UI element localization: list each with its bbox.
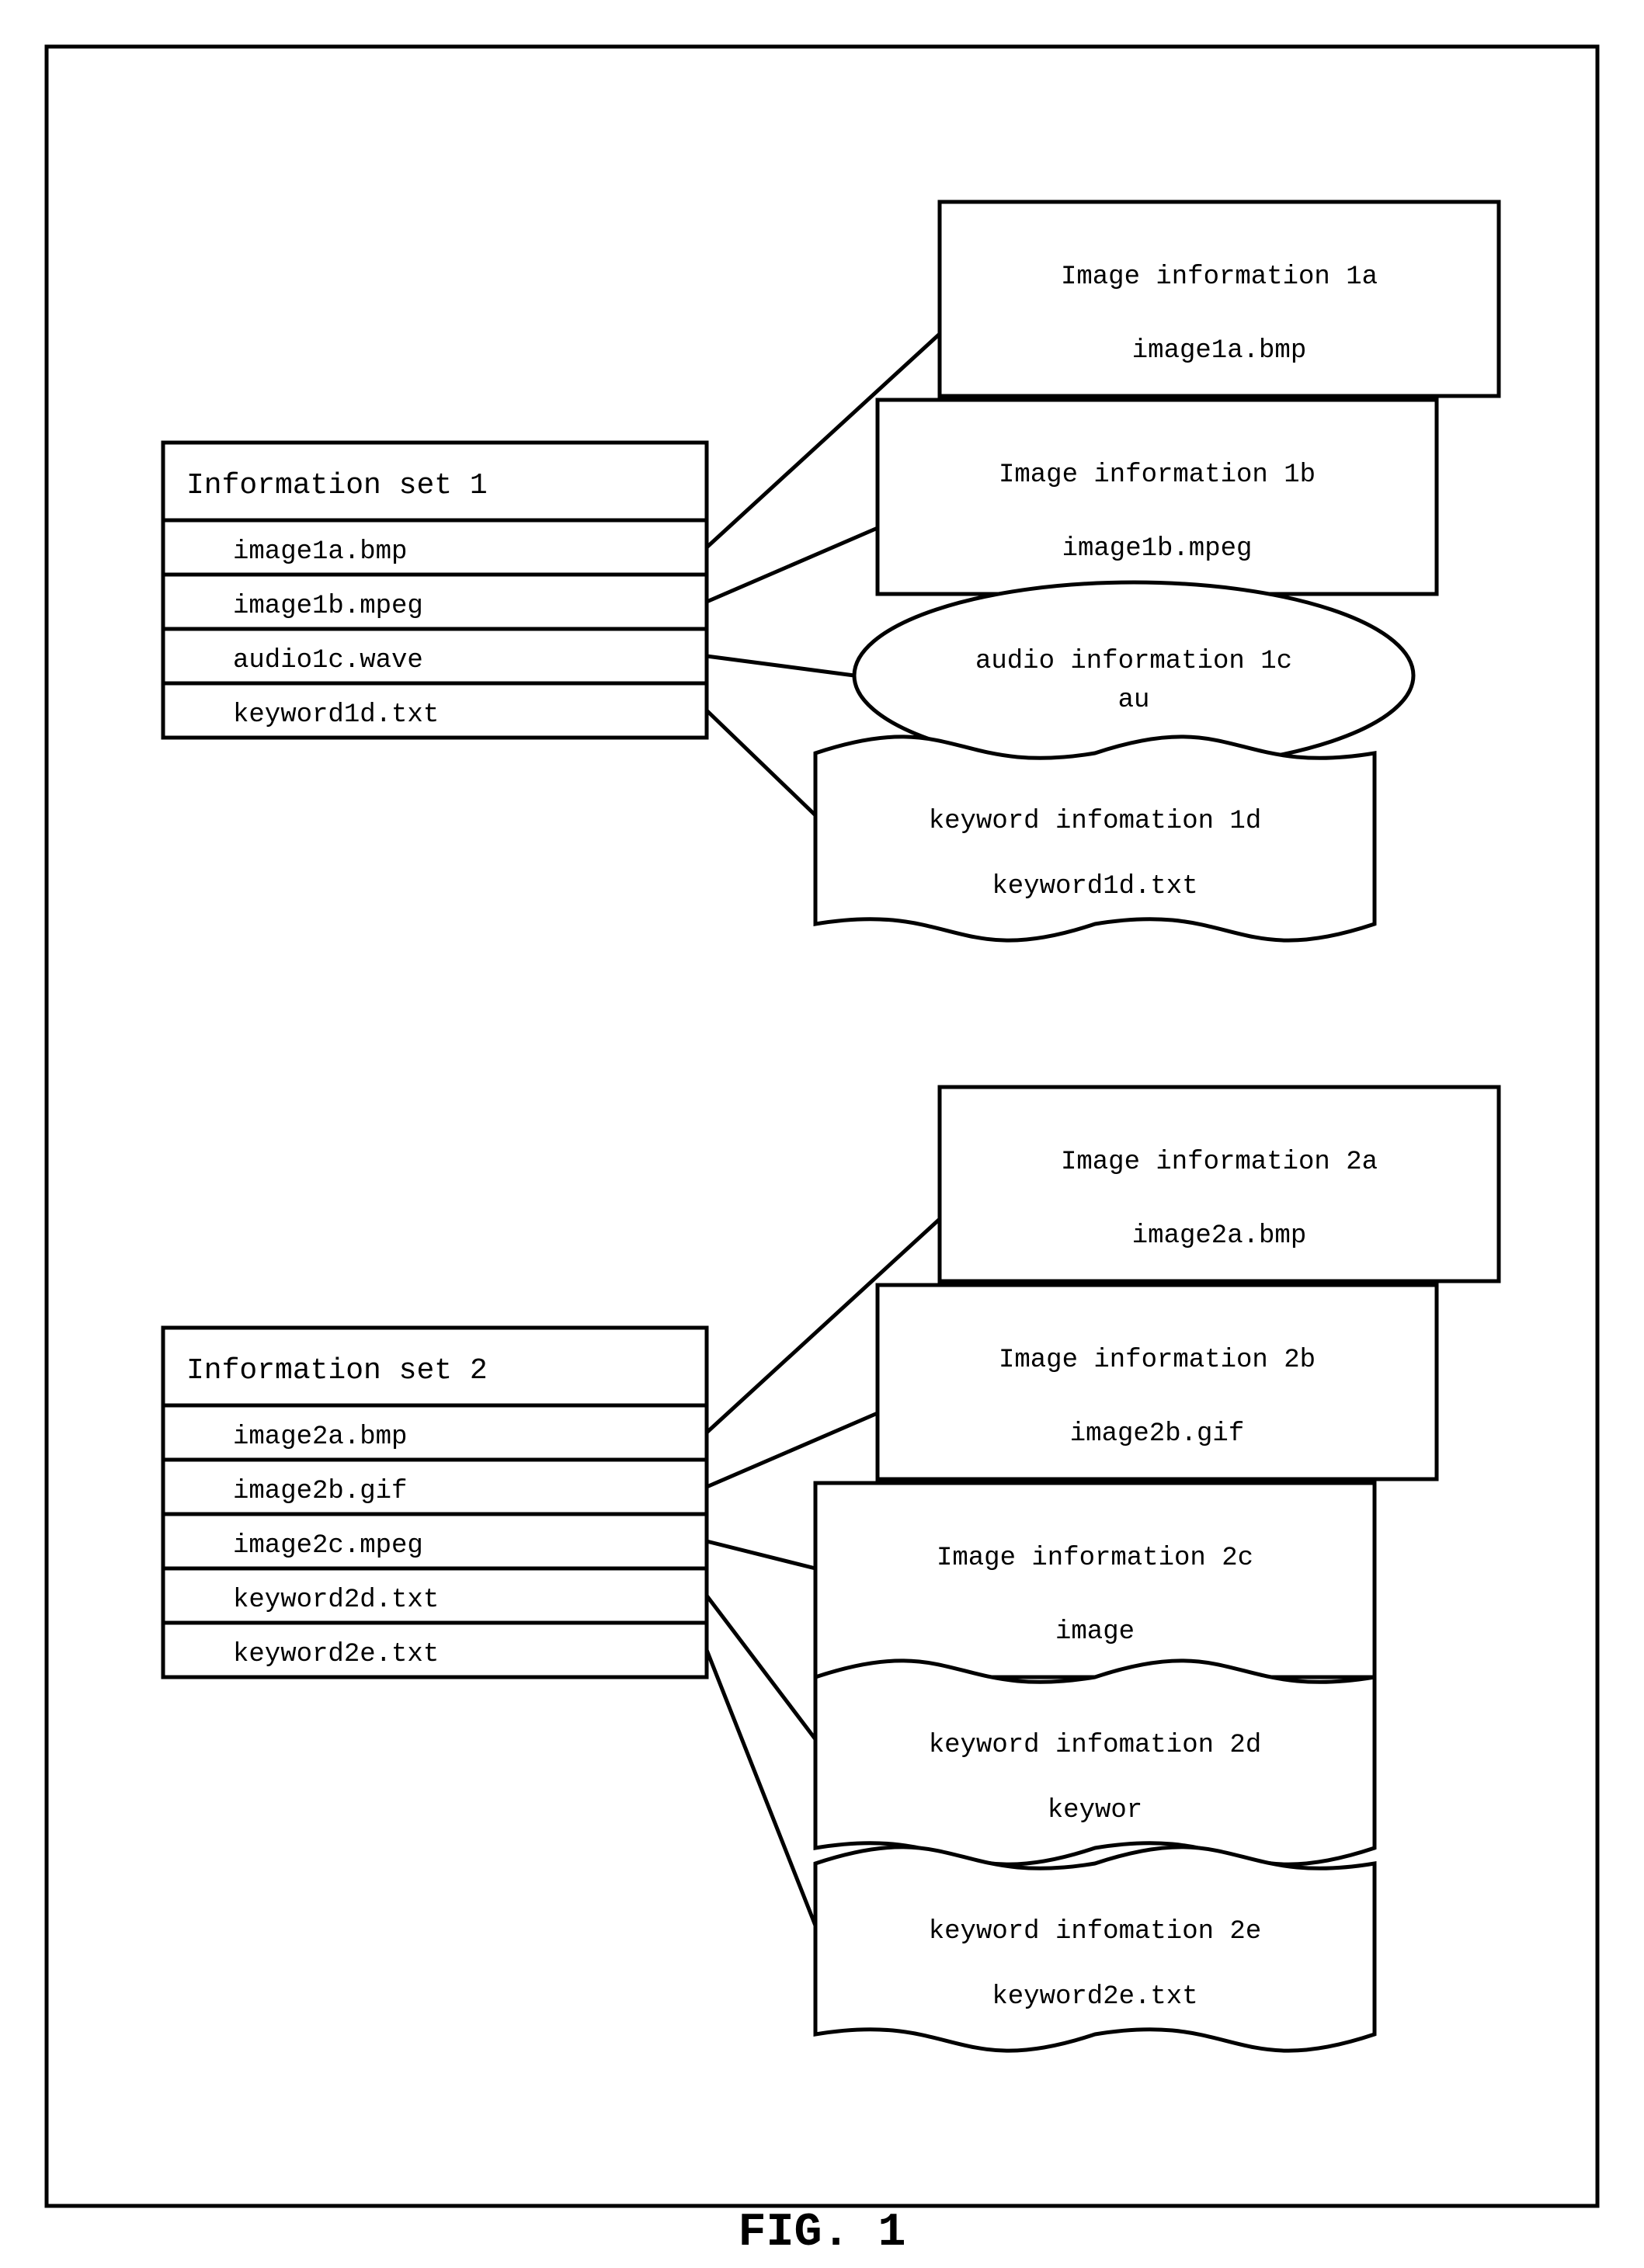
svg-text:keyword infomation 1d: keyword infomation 1d (929, 807, 1261, 836)
info-set-2-row: image2b.gif (233, 1477, 407, 1506)
svg-text:Image information 2c: Image information 2c (937, 1544, 1253, 1573)
set2-target-4: keyword infomation 2e keyword2e.txt (815, 1847, 1375, 2051)
info-set-2-row: keyword2d.txt (233, 1586, 439, 1615)
svg-text:keyword infomation 2e: keyword infomation 2e (929, 1917, 1261, 1947)
set2-target-0: Image information 2a image2a.bmp (940, 1087, 1499, 1281)
svg-text:Image information 1a: Image information 1a (1061, 262, 1378, 292)
svg-text:keyword2e.txt: keyword2e.txt (992, 1982, 1197, 2012)
svg-text:image2b.gif: image2b.gif (1070, 1419, 1244, 1449)
svg-text:Image information 2b: Image information 2b (999, 1346, 1316, 1375)
set1-target-0: Image information 1a image1a.bmp (940, 202, 1499, 396)
svg-text:image1b.mpeg: image1b.mpeg (1062, 534, 1253, 564)
info-set-2-row: image2c.mpeg (233, 1531, 423, 1561)
svg-text:image: image (1055, 1617, 1135, 1647)
info-set-2-title: Information set 2 (186, 1354, 488, 1388)
set2-target-2: Image information 2c image (815, 1483, 1375, 1677)
set2-edge (707, 1413, 878, 1487)
set2-target-3: keyword infomation 2d keywor (815, 1661, 1375, 1864)
svg-text:image1a.bmp: image1a.bmp (1132, 336, 1306, 366)
svg-text:keywor: keywor (1048, 1796, 1142, 1825)
set2-edge (707, 1541, 815, 1568)
set1-edge (707, 528, 878, 602)
set2-edge (707, 1596, 815, 1739)
svg-text:image2a.bmp: image2a.bmp (1132, 1221, 1306, 1251)
figure-label: FIG. 1 (738, 2207, 905, 2259)
svg-text:Image information 2a: Image information 2a (1061, 1148, 1378, 1177)
set2-edge (707, 1650, 815, 1926)
info-set-1: Information set 1 image1a.bmp image1b.mpeg… (163, 443, 707, 738)
svg-text:audio information 1c: audio information 1c (975, 647, 1292, 676)
set1-edge (707, 656, 854, 676)
info-set-1-row: keyword1d.txt (233, 700, 439, 730)
set2-target-1: Image information 2b image2b.gif (878, 1285, 1437, 1479)
info-set-1-row: audio1c.wave (233, 646, 423, 676)
info-set-1-row: image1b.mpeg (233, 592, 423, 621)
svg-text:keyword1d.txt: keyword1d.txt (992, 872, 1197, 901)
svg-text:au: au (1118, 686, 1150, 715)
info-set-2-row: image2a.bmp (233, 1422, 407, 1452)
info-set-2-row: keyword2e.txt (233, 1640, 439, 1669)
svg-text:keyword infomation 2d: keyword infomation 2d (929, 1731, 1261, 1760)
svg-text:Image information 1b: Image information 1b (999, 460, 1316, 490)
set1-edge (707, 710, 815, 815)
set1-target-3: keyword infomation 1d keyword1d.txt (815, 737, 1375, 940)
info-set-1-row: image1a.bmp (233, 537, 407, 567)
info-set-2: Information set 2 image2a.bmp image2b.gif i… (163, 1328, 707, 1677)
info-set-1-title: Information set 1 (186, 469, 488, 502)
set1-target-1: Image information 1b image1b.mpeg (878, 400, 1437, 594)
